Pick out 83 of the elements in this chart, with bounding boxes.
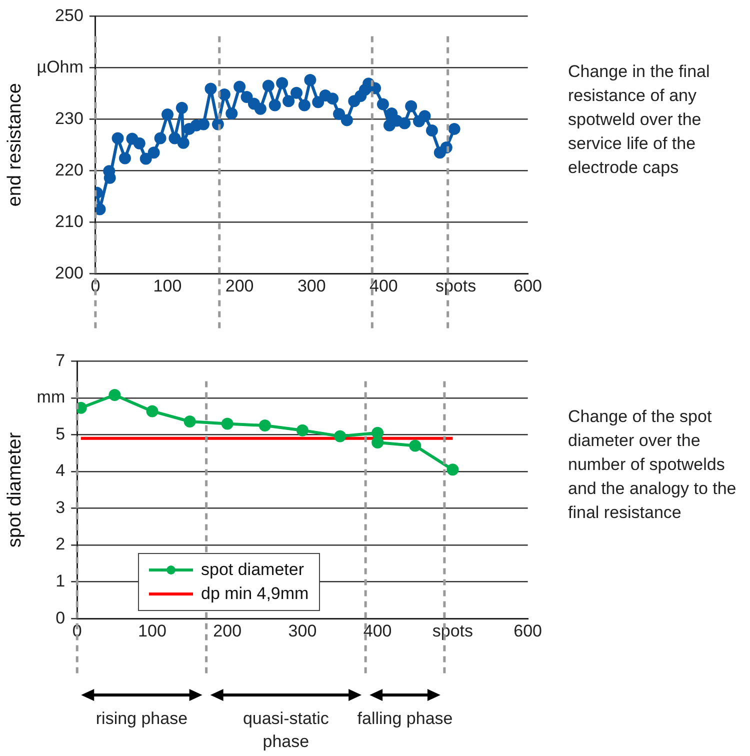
- point: [108, 389, 121, 402]
- point: [333, 108, 346, 120]
- x-tick-label: 100: [138, 621, 166, 640]
- y-tick-label: 220: [55, 160, 84, 180]
- point: [240, 91, 253, 104]
- point: [446, 464, 459, 476]
- point: [409, 440, 422, 452]
- y-tick-label: µOhm: [36, 57, 84, 76]
- point: [176, 102, 188, 114]
- point: [95, 203, 106, 216]
- y-tick-label: 3: [56, 498, 66, 517]
- text: quasi-static phase: [242, 708, 330, 753]
- y-tick-label: 1: [56, 572, 66, 591]
- x-tick-label: 600: [514, 276, 542, 296]
- point: [268, 99, 281, 112]
- x-tick-label: 300: [288, 621, 317, 640]
- point: [262, 80, 274, 92]
- point: [369, 82, 382, 94]
- point: [304, 74, 316, 86]
- point: [254, 102, 266, 115]
- x-tick-label: 400: [363, 621, 392, 640]
- point: [386, 107, 398, 120]
- point: [133, 137, 146, 150]
- point: [204, 82, 217, 95]
- y-tick-label: 7: [56, 350, 66, 370]
- x-tick-label: spots: [435, 276, 476, 296]
- y-tick-label: mm: [36, 388, 66, 407]
- point: [448, 122, 460, 135]
- point: [372, 436, 384, 448]
- point: [118, 152, 131, 164]
- text: rising phase: [94, 708, 189, 730]
- y-tick-label: 2: [56, 534, 66, 554]
- y-axis-title: end resistance: [4, 83, 26, 207]
- point: [290, 86, 302, 99]
- text: falling phase: [356, 708, 454, 730]
- point: [234, 80, 246, 93]
- y-tick-label: 250: [55, 6, 84, 25]
- point: [326, 92, 339, 105]
- y-tick-label: 5: [56, 424, 66, 444]
- x-tick-label: 600: [514, 621, 542, 640]
- point: [418, 110, 431, 122]
- point: [154, 132, 166, 144]
- point: [177, 136, 190, 149]
- point: [140, 152, 152, 165]
- text: Change in the final resistance of any spotweld over the service life of the electrode caps: [568, 61, 711, 179]
- point: [398, 117, 411, 130]
- point: [334, 430, 346, 442]
- point: [148, 146, 160, 159]
- y-tick-label: 4: [56, 461, 66, 480]
- y-tick-label: 230: [55, 108, 84, 128]
- point: [282, 95, 295, 108]
- x-tick-label: 300: [297, 276, 326, 296]
- point: [258, 420, 271, 432]
- point: [168, 132, 181, 144]
- point: [184, 416, 196, 428]
- point: [218, 88, 230, 100]
- point: [376, 98, 389, 110]
- text: Change of the spot diameter over the number of spotwelds and the analogy to the final resistance: [568, 406, 738, 524]
- x-tick-label: 100: [153, 276, 182, 296]
- point: [298, 99, 310, 112]
- x-tick-label: 400: [370, 276, 398, 296]
- point: [426, 124, 438, 136]
- point: [226, 107, 238, 120]
- point: [372, 426, 384, 439]
- y-axis-title: spot diameter: [4, 432, 26, 548]
- point: [405, 100, 418, 112]
- point: [198, 118, 210, 130]
- point: [340, 114, 353, 126]
- point: [296, 424, 308, 436]
- legend-label: spot diameter: [201, 559, 304, 581]
- point: [162, 108, 174, 121]
- x-tick-label: 200: [225, 276, 254, 296]
- y-tick-label: 200: [55, 263, 84, 282]
- point: [312, 96, 324, 108]
- legend-label: dp min 4,9mm: [201, 583, 309, 605]
- point: [276, 77, 288, 90]
- point: [221, 418, 234, 430]
- point: [112, 132, 124, 144]
- y-tick-label: 210: [55, 212, 84, 231]
- y-tick-label: 0: [56, 608, 66, 628]
- x-tick-label: spots: [432, 621, 474, 640]
- point: [146, 405, 158, 418]
- x-tick-label: 200: [213, 621, 242, 640]
